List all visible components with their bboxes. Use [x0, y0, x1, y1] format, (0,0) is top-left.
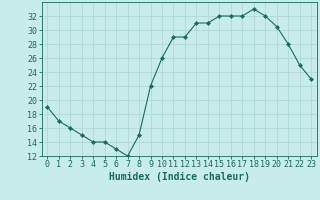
X-axis label: Humidex (Indice chaleur): Humidex (Indice chaleur)	[109, 172, 250, 182]
